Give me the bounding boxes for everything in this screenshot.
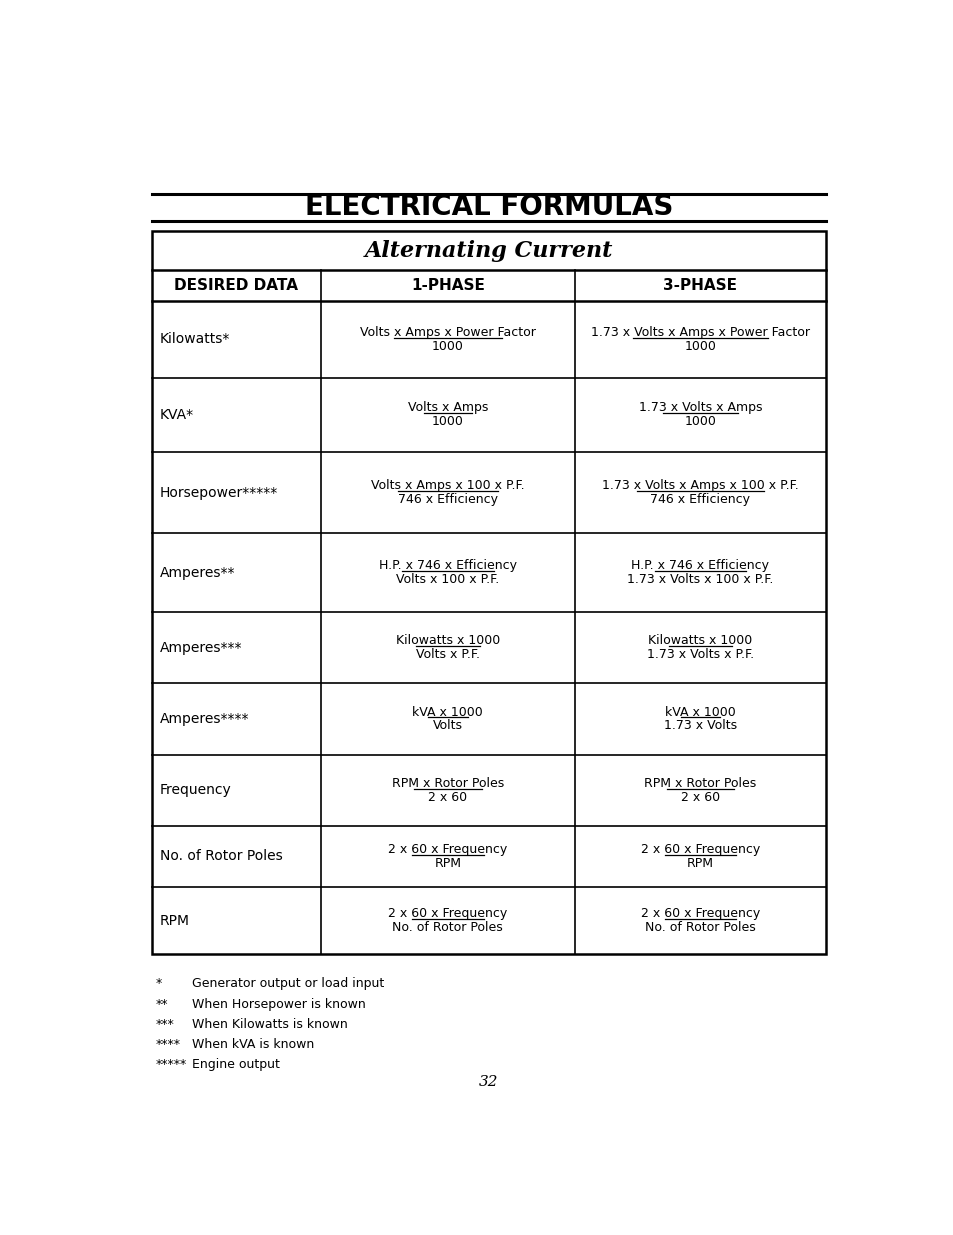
Text: 32: 32 <box>478 1076 498 1089</box>
Text: Kilowatts*: Kilowatts* <box>159 332 230 346</box>
Text: ****: **** <box>155 1037 180 1051</box>
Text: Volts x Amps x 100 x P.F.: Volts x Amps x 100 x P.F. <box>371 479 524 492</box>
Text: 2 x 60 x Frequency: 2 x 60 x Frequency <box>388 844 507 856</box>
Text: 3-PHASE: 3-PHASE <box>662 278 737 293</box>
Text: Volts x Amps x Power Factor: Volts x Amps x Power Factor <box>359 326 536 338</box>
Text: 1.73 x Volts x Amps x 100 x P.F.: 1.73 x Volts x Amps x 100 x P.F. <box>601 479 798 492</box>
Text: RPM: RPM <box>434 857 461 869</box>
Text: 2 x 60 x Frequency: 2 x 60 x Frequency <box>640 908 760 920</box>
Text: 1-PHASE: 1-PHASE <box>411 278 484 293</box>
Text: kVA x 1000: kVA x 1000 <box>412 705 483 719</box>
Text: 746 x Efficiency: 746 x Efficiency <box>650 493 750 506</box>
Text: Amperes**: Amperes** <box>159 566 234 579</box>
Text: Kilowatts x 1000: Kilowatts x 1000 <box>648 635 752 647</box>
Text: 1.73 x Volts x Amps x Power Factor: 1.73 x Volts x Amps x Power Factor <box>590 326 809 338</box>
Bar <box>152 231 825 955</box>
Text: Amperes***: Amperes*** <box>159 641 242 655</box>
Text: Alternating Current: Alternating Current <box>364 240 613 262</box>
Text: 1.73 x Volts x P.F.: 1.73 x Volts x P.F. <box>646 648 753 661</box>
Text: DESIRED DATA: DESIRED DATA <box>174 278 298 293</box>
Text: 746 x Efficiency: 746 x Efficiency <box>397 493 497 506</box>
Text: *: * <box>155 977 162 990</box>
Text: ***: *** <box>155 1018 174 1030</box>
Text: 1.73 x Volts x 100 x P.F.: 1.73 x Volts x 100 x P.F. <box>627 573 773 587</box>
Text: 1.73 x Volts x Amps: 1.73 x Volts x Amps <box>639 401 761 415</box>
Text: When Kilowatts is known: When Kilowatts is known <box>192 1018 348 1030</box>
Text: H.P. x 746 x Efficiency: H.P. x 746 x Efficiency <box>378 559 517 572</box>
Text: 1000: 1000 <box>684 415 716 429</box>
Text: 2 x 60 x Frequency: 2 x 60 x Frequency <box>640 844 760 856</box>
Text: 1.73 x Volts: 1.73 x Volts <box>663 720 737 732</box>
Text: 1000: 1000 <box>684 340 716 353</box>
Text: Generator output or load input: Generator output or load input <box>192 977 384 990</box>
Text: RPM x Rotor Poles: RPM x Rotor Poles <box>643 777 756 790</box>
Text: RPM: RPM <box>159 914 190 927</box>
Text: Amperes****: Amperes**** <box>159 713 249 726</box>
Text: Volts x P.F.: Volts x P.F. <box>416 648 479 661</box>
Text: H.P. x 746 x Efficiency: H.P. x 746 x Efficiency <box>631 559 769 572</box>
Text: No. of Rotor Poles: No. of Rotor Poles <box>392 921 502 934</box>
Text: 2 x 60: 2 x 60 <box>428 790 467 804</box>
Text: kVA x 1000: kVA x 1000 <box>664 705 735 719</box>
Text: No. of Rotor Poles: No. of Rotor Poles <box>159 850 282 863</box>
Text: **: ** <box>155 998 168 1010</box>
Text: Engine output: Engine output <box>192 1057 279 1071</box>
Text: *****: ***** <box>155 1057 187 1071</box>
Text: 2 x 60 x Frequency: 2 x 60 x Frequency <box>388 908 507 920</box>
Text: Frequency: Frequency <box>159 783 231 798</box>
Text: Kilowatts x 1000: Kilowatts x 1000 <box>395 635 499 647</box>
Text: RPM: RPM <box>686 857 713 869</box>
Text: ELECTRICAL FORMULAS: ELECTRICAL FORMULAS <box>304 194 673 221</box>
Text: RPM x Rotor Poles: RPM x Rotor Poles <box>392 777 503 790</box>
Text: Horsepower*****: Horsepower***** <box>159 485 277 499</box>
Text: 1000: 1000 <box>432 340 463 353</box>
Text: Volts x 100 x P.F.: Volts x 100 x P.F. <box>395 573 499 587</box>
Text: 1000: 1000 <box>432 415 463 429</box>
Text: No. of Rotor Poles: No. of Rotor Poles <box>644 921 755 934</box>
Text: KVA*: KVA* <box>159 408 193 422</box>
Text: When kVA is known: When kVA is known <box>192 1037 314 1051</box>
Text: Volts x Amps: Volts x Amps <box>407 401 488 415</box>
Text: Volts: Volts <box>433 720 462 732</box>
Text: When Horsepower is known: When Horsepower is known <box>192 998 365 1010</box>
Text: 2 x 60: 2 x 60 <box>680 790 720 804</box>
